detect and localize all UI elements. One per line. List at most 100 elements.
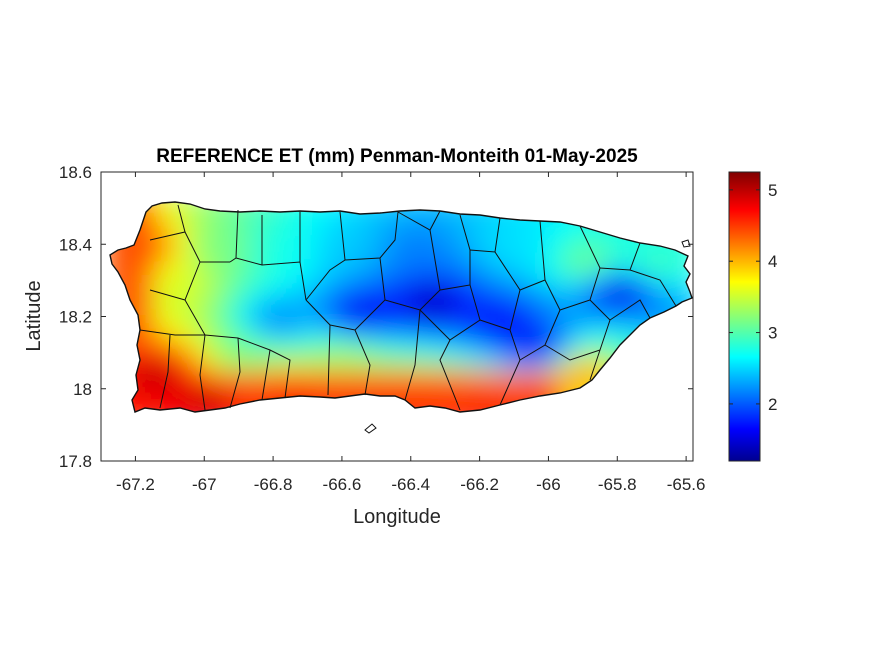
field-cell [385, 275, 394, 284]
field-cell [433, 355, 442, 364]
field-cell [513, 331, 522, 340]
field-cell [489, 379, 498, 388]
field-cell [505, 283, 514, 292]
field-cell [625, 275, 634, 284]
field-cell [497, 251, 506, 260]
field-cell [281, 275, 290, 284]
field-cell [337, 235, 346, 244]
field-cell [489, 323, 498, 332]
field-cell [489, 283, 498, 292]
field-cell [393, 363, 402, 372]
field-cell [585, 299, 594, 308]
field-cell [521, 267, 530, 276]
field-cell [353, 259, 362, 268]
field-cell [393, 347, 402, 356]
field-cell [369, 267, 378, 276]
field-cell [585, 235, 594, 244]
field-cell [401, 235, 410, 244]
field-cell [537, 355, 546, 364]
field-cell [225, 243, 234, 252]
field-cell [273, 323, 282, 332]
field-cell [209, 283, 218, 292]
field-cell [249, 323, 258, 332]
field-cell [513, 299, 522, 308]
field-cell [153, 379, 162, 388]
field-cell [569, 331, 578, 340]
field-cell [265, 219, 274, 228]
field-cell [473, 259, 482, 268]
caja-de-muertos-island [364, 423, 377, 434]
field-cell [473, 291, 482, 300]
field-cell [433, 371, 442, 380]
field-cell [201, 315, 210, 324]
field-cell [201, 267, 210, 276]
field-cell [217, 307, 226, 316]
field-cell [425, 211, 434, 220]
field-cell [385, 243, 394, 252]
field-cell [505, 387, 514, 396]
field-cell [553, 251, 562, 260]
field-cell [593, 315, 602, 324]
field-cell [369, 283, 378, 292]
field-cell [449, 251, 458, 260]
field-cell [185, 363, 194, 372]
field-cell [193, 395, 202, 404]
field-cell [153, 363, 162, 372]
field-cell [153, 227, 162, 236]
field-cell [225, 227, 234, 236]
field-cell [513, 363, 522, 372]
field-cell [297, 363, 306, 372]
field-cell [433, 347, 442, 356]
field-cell [409, 395, 418, 404]
field-cell [273, 339, 282, 348]
field-cell [521, 339, 530, 348]
field-cell [577, 347, 586, 356]
x-tick-label: -65.8 [598, 475, 637, 494]
field-cell [569, 291, 578, 300]
field-cell [225, 275, 234, 284]
field-cell [449, 299, 458, 308]
field-cell [457, 283, 466, 292]
field-cell [313, 243, 322, 252]
field-cell [161, 211, 170, 220]
field-cell [393, 355, 402, 364]
field-cell [377, 243, 386, 252]
field-cell [601, 355, 610, 364]
field-cell [257, 331, 266, 340]
field-cell [449, 227, 458, 236]
municipal-boundary [229, 257, 237, 263]
field-cell [193, 379, 202, 388]
field-cell [361, 251, 370, 260]
field-cell [337, 363, 346, 372]
field-cell [361, 379, 370, 388]
field-cell [601, 315, 610, 324]
field-cell [489, 315, 498, 324]
field-cell [329, 227, 338, 236]
field-cell [313, 315, 322, 324]
field-cell [497, 283, 506, 292]
field-cell [489, 267, 498, 276]
field-cell [281, 283, 290, 292]
field-cell [401, 211, 410, 220]
field-cell [417, 371, 426, 380]
field-cell [425, 355, 434, 364]
field-cell [529, 355, 538, 364]
field-cell [441, 371, 450, 380]
field-cell [385, 251, 394, 260]
field-cell [201, 227, 210, 236]
field-cell [393, 243, 402, 252]
field-cell [505, 315, 514, 324]
field-cell [489, 347, 498, 356]
field-cell [129, 243, 138, 252]
field-cell [633, 291, 642, 300]
field-cell [417, 275, 426, 284]
field-cell [161, 235, 170, 244]
field-cell [273, 227, 282, 236]
field-cell [185, 235, 194, 244]
field-cell [177, 267, 186, 276]
field-cell [409, 267, 418, 276]
field-cell [545, 299, 554, 308]
field-cell [505, 323, 514, 332]
field-cell [305, 387, 314, 396]
field-cell [233, 299, 242, 308]
